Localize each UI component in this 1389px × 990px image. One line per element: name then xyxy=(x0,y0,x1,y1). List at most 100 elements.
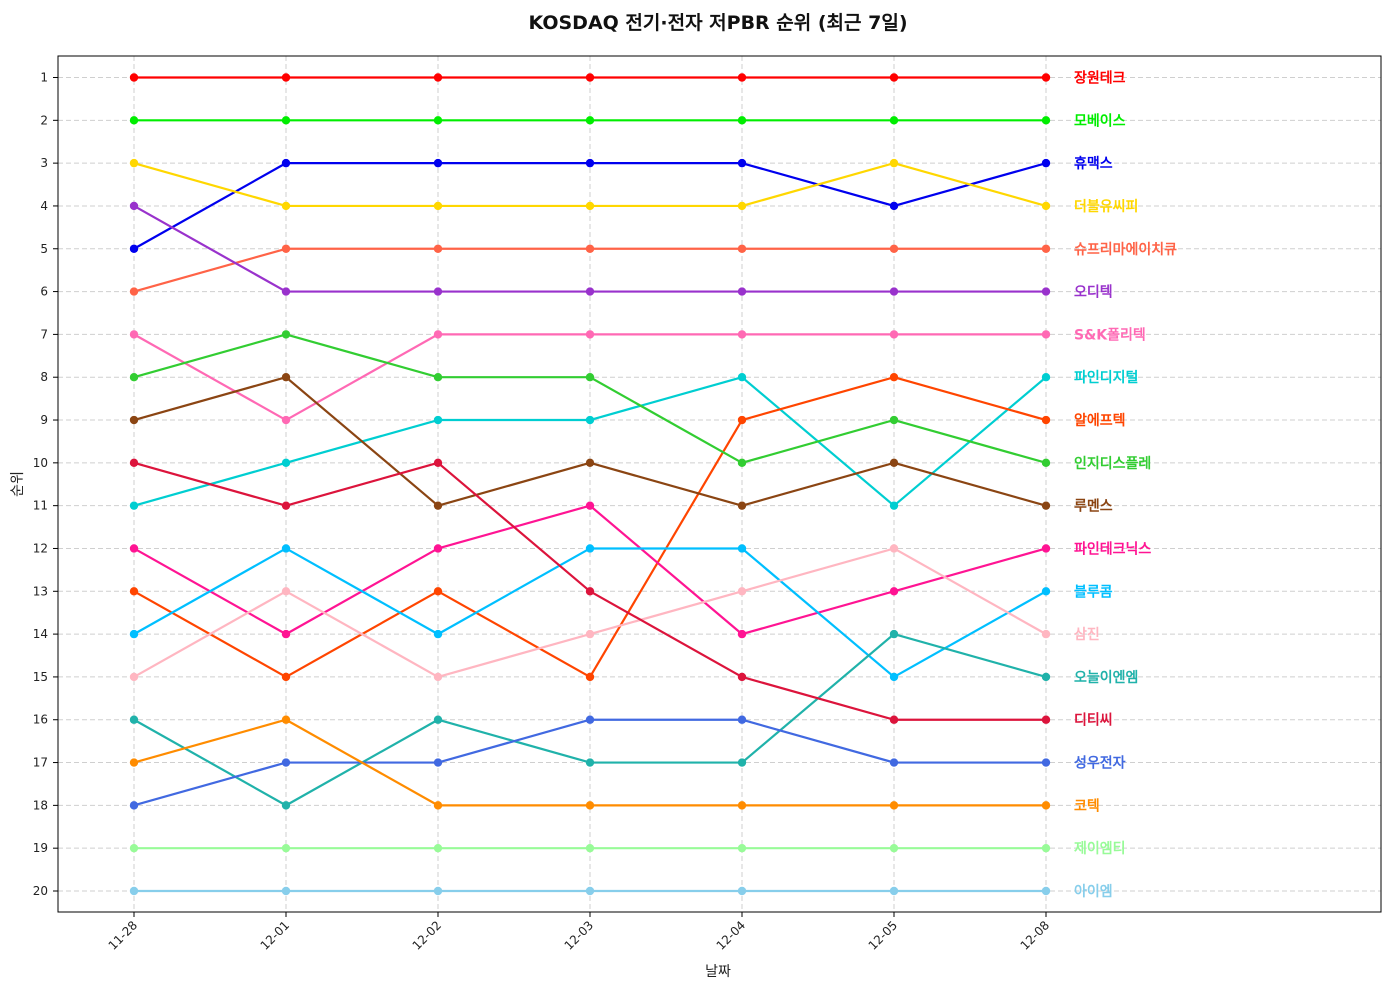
data-point xyxy=(129,330,139,339)
data-point xyxy=(585,458,595,468)
series-end-label: S&K폴리텍 xyxy=(1074,326,1146,343)
y-tick-label: 15 xyxy=(33,670,48,684)
data-point xyxy=(737,244,747,253)
data-point xyxy=(889,501,899,510)
data-point xyxy=(433,373,443,382)
data-point xyxy=(1041,801,1051,810)
data-point xyxy=(889,73,899,82)
y-tick-label: 6 xyxy=(40,285,48,299)
data-point xyxy=(281,544,291,553)
x-tick-label: 12-04 xyxy=(714,918,749,953)
data-point xyxy=(433,116,443,125)
data-point xyxy=(129,758,139,767)
data-point xyxy=(1041,373,1051,382)
data-point xyxy=(129,629,139,639)
data-point xyxy=(737,672,747,682)
series-end-label: 디티씨 xyxy=(1074,713,1113,729)
data-point xyxy=(737,73,747,82)
data-point xyxy=(585,758,595,767)
series-end-label: 성우전자 xyxy=(1074,755,1126,772)
data-point xyxy=(889,330,899,339)
data-point xyxy=(737,544,747,553)
data-point xyxy=(737,415,747,425)
y-tick-label: 16 xyxy=(33,713,48,727)
data-point xyxy=(129,73,139,82)
data-point xyxy=(737,458,747,468)
data-point xyxy=(129,244,139,253)
data-point xyxy=(889,715,899,724)
data-point xyxy=(281,886,291,896)
data-point xyxy=(889,544,899,553)
x-tick-label: 12-08 xyxy=(1018,918,1053,953)
data-point xyxy=(889,158,899,168)
series-end-label: 루멘스 xyxy=(1074,499,1113,515)
data-point xyxy=(433,501,443,510)
series-end-label: 아이엠 xyxy=(1074,883,1113,900)
data-point xyxy=(433,544,443,553)
data-point xyxy=(889,843,899,853)
data-point xyxy=(281,158,291,168)
data-point xyxy=(281,758,291,767)
data-point xyxy=(737,587,747,596)
data-point xyxy=(1041,715,1051,724)
data-point xyxy=(585,501,595,510)
data-point xyxy=(889,886,899,896)
data-point xyxy=(585,587,595,596)
y-tick-label: 12 xyxy=(33,541,48,555)
y-tick-label: 5 xyxy=(40,242,48,256)
data-point xyxy=(129,544,139,553)
data-point xyxy=(433,801,443,810)
series-end-label: 블루콤 xyxy=(1074,584,1113,600)
data-point xyxy=(737,886,747,896)
data-point xyxy=(585,201,595,211)
data-point xyxy=(585,843,595,853)
x-tick-label: 11-28 xyxy=(106,918,141,953)
data-point xyxy=(737,116,747,125)
data-point xyxy=(1041,415,1051,425)
y-tick-label: 18 xyxy=(33,798,48,812)
series-end-label: 오늘이엔엠 xyxy=(1074,669,1138,686)
data-point xyxy=(433,629,443,639)
data-point xyxy=(129,843,139,853)
y-tick-label: 13 xyxy=(33,584,48,598)
data-point xyxy=(585,330,595,339)
series-end-label: 파인테크닉스 xyxy=(1074,540,1151,557)
y-tick-label: 20 xyxy=(33,884,48,898)
y-tick-label: 17 xyxy=(33,756,48,770)
data-point xyxy=(281,415,291,425)
data-point xyxy=(129,158,139,168)
data-point xyxy=(129,801,139,810)
series-end-label: 휴맥스 xyxy=(1074,155,1113,172)
data-point xyxy=(129,501,139,510)
data-point xyxy=(129,587,139,596)
x-tick-label: 12-02 xyxy=(410,918,445,953)
data-point xyxy=(1041,629,1051,639)
data-point xyxy=(1041,116,1051,125)
data-point xyxy=(737,758,747,767)
series-end-label: 더블유씨피 xyxy=(1074,199,1138,215)
y-tick-label: 1 xyxy=(40,71,48,85)
data-point xyxy=(585,715,595,724)
data-point xyxy=(433,415,443,425)
data-point xyxy=(433,758,443,767)
data-point xyxy=(281,373,291,382)
y-tick-label: 19 xyxy=(33,841,48,855)
data-point xyxy=(433,330,443,339)
data-point xyxy=(737,330,747,339)
data-point xyxy=(585,244,595,253)
data-point xyxy=(433,587,443,596)
data-point xyxy=(281,843,291,853)
data-point xyxy=(737,843,747,853)
data-point xyxy=(889,373,899,382)
series-line xyxy=(133,247,1046,293)
data-point xyxy=(129,886,139,896)
x-tick-label: 12-03 xyxy=(562,918,597,953)
data-point xyxy=(889,629,899,639)
data-point xyxy=(281,672,291,682)
data-point xyxy=(281,801,291,810)
data-point xyxy=(585,73,595,82)
series-end-label: 알에프텍 xyxy=(1074,412,1126,429)
data-point xyxy=(585,629,595,639)
data-point xyxy=(1041,672,1051,682)
